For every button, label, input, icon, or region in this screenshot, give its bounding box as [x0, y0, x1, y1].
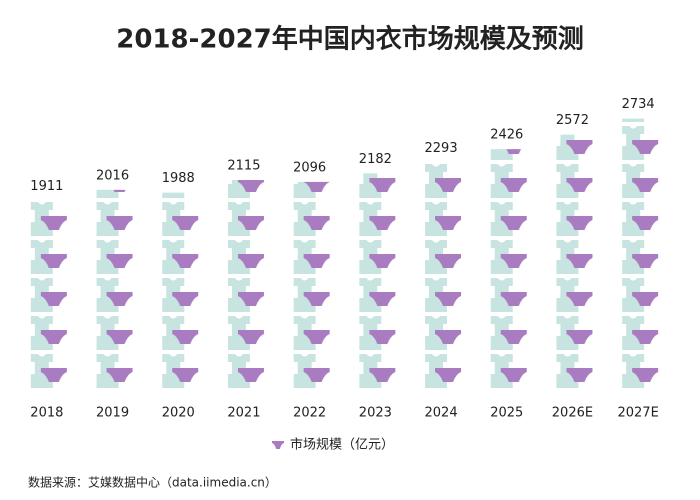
value-label: 2293	[425, 141, 458, 156]
value-label: 2182	[359, 152, 392, 167]
bar	[620, 118, 661, 390]
bar	[28, 200, 69, 390]
x-tick-label: 2027E	[617, 406, 658, 421]
legend-icon	[272, 441, 284, 449]
bar	[423, 162, 464, 390]
source-note: 数据来源：艾媒数据中心（data.iimedia.cn）	[28, 475, 277, 490]
x-tick-label: 2018	[30, 406, 63, 421]
legend-label: 市场规模（亿元）	[290, 437, 394, 453]
legend: 市场规模（亿元）	[272, 437, 394, 453]
value-label: 2734	[622, 97, 655, 112]
bar	[488, 149, 529, 390]
x-tick-label: 2021	[227, 406, 260, 421]
value-label: 2096	[293, 160, 326, 175]
x-tick-label: 2024	[425, 406, 458, 421]
bar	[225, 180, 266, 390]
value-label: 1911	[30, 179, 63, 194]
bar	[357, 173, 398, 390]
value-label: 1988	[162, 171, 195, 186]
x-tick-label: 2023	[359, 406, 392, 421]
x-tick-label: 2026E	[552, 406, 593, 421]
value-label: 2115	[227, 159, 260, 174]
x-tick-label: 2025	[490, 406, 523, 421]
x-tick-label: 2022	[293, 406, 326, 421]
bar	[94, 189, 135, 390]
x-tick-label: 2019	[96, 406, 129, 421]
bar	[160, 192, 201, 390]
value-label: 2426	[490, 128, 523, 143]
chart-title: 2018-2027年中国内衣市场规模及预测	[116, 24, 584, 55]
value-label: 2572	[556, 113, 589, 128]
x-tick-label: 2020	[162, 406, 195, 421]
bar	[554, 134, 595, 390]
bar	[291, 181, 332, 390]
value-label: 2016	[96, 168, 129, 183]
